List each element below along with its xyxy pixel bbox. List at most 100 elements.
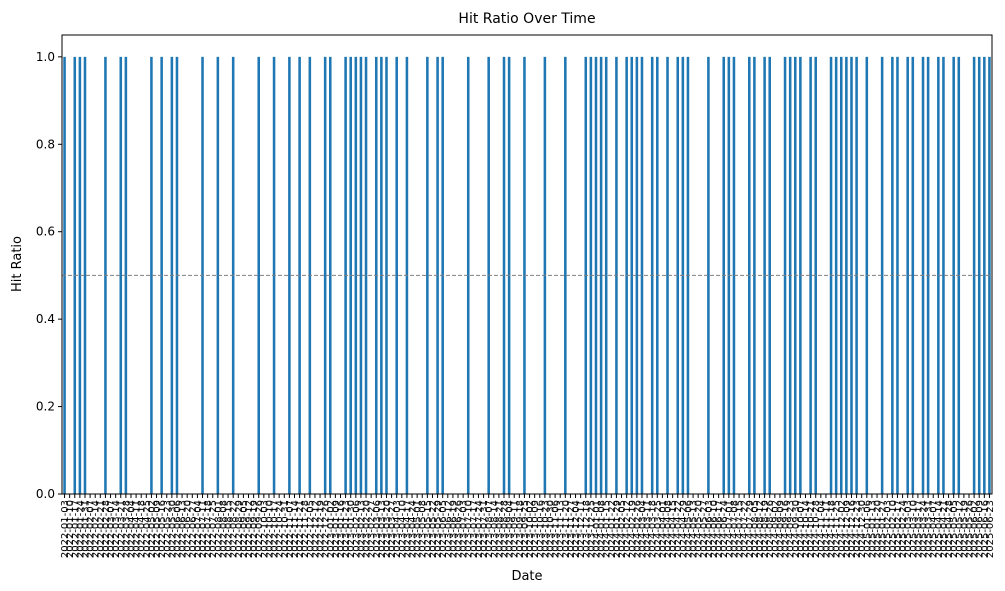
bar: [604, 56, 608, 494]
x-tick-label: 2024-01-22: [607, 500, 618, 558]
x-tick-label: 2022-05-30: [167, 500, 178, 558]
x-tick-label: 2024-09-02: [770, 500, 781, 558]
x-tick-label: 2025-06-09: [975, 500, 986, 558]
bar: [78, 56, 82, 494]
x-tick-label: 2023-12-11: [576, 500, 587, 558]
x-tick-label: 2024-06-17: [714, 500, 725, 558]
x-tick-label: 2022-04-18: [137, 500, 148, 558]
x-tick-label: 2024-10-14: [801, 500, 812, 558]
x-tick-label: 2022-08-01: [213, 500, 224, 558]
x-tick-label: 2023-07-31: [479, 500, 490, 558]
x-tick-label: 2022-12-19: [316, 500, 327, 558]
x-tick-label: 2024-05-20: [694, 500, 705, 558]
x-tick-label: 2023-04-17: [402, 500, 413, 558]
x-tick-label: 2022-01-24: [75, 500, 86, 558]
x-tick-label: 2023-06-26: [454, 500, 465, 558]
x-tick-label: 2024-11-25: [832, 500, 843, 558]
x-tick-label: 2022-02-07: [86, 500, 97, 558]
x-tick-label: 2023-12-04: [571, 500, 582, 558]
x-tick-label: 2022-11-14: [290, 500, 301, 558]
x-tick-label: 2022-04-25: [142, 500, 153, 558]
x-tick-label: 2025-04-21: [939, 500, 950, 558]
x-tick-label: 2024-01-08: [597, 500, 608, 558]
x-tick-label: 2022-12-05: [305, 500, 316, 558]
x-tick-label: 2023-01-30: [346, 500, 357, 558]
x-tick-label: 2024-12-23: [852, 500, 863, 558]
x-tick-label: 2025-02-17: [893, 500, 904, 558]
x-tick-label: 2022-11-07: [285, 500, 296, 558]
x-tick-label: 2025-05-12: [954, 500, 965, 558]
x-tick-label: 2022-02-14: [91, 500, 102, 558]
bar: [707, 56, 710, 494]
x-tick-label: 2024-12-02: [837, 500, 848, 558]
x-tick-label: 2024-04-01: [658, 500, 669, 558]
x-tick-label: 2025-03-10: [908, 500, 919, 558]
x-tick-label: 2023-07-10: [464, 500, 475, 558]
chart-title: Hit Ratio Over Time: [458, 11, 595, 27]
x-tick-label: 2022-01-03: [60, 500, 71, 558]
bar: [359, 56, 363, 494]
x-tick-label: 2024-08-19: [760, 500, 771, 558]
x-tick-label: 2025-01-20: [873, 500, 884, 558]
bar: [906, 56, 909, 494]
x-tick-label: 2023-04-03: [392, 500, 403, 558]
x-tick-label: 2023-09-11: [510, 500, 521, 558]
x-tick-label: 2022-03-14: [111, 500, 122, 558]
x-tick-label: 2022-03-07: [106, 500, 117, 558]
bar: [768, 56, 771, 494]
x-tick-label: 2025-05-05: [949, 500, 960, 558]
x-tick-label: 2023-05-15: [423, 500, 434, 558]
x-tick-label: 2025-04-28: [944, 500, 955, 558]
x-tick-label: 2024-02-19: [627, 500, 638, 558]
x-tick-label: 2024-08-05: [750, 500, 761, 558]
bar: [942, 56, 945, 494]
bar: [502, 56, 506, 494]
x-tick-label: 2022-07-11: [198, 500, 209, 558]
x-tick-label: 2024-08-26: [765, 500, 776, 558]
x-tick-label: 2025-03-03: [903, 500, 914, 558]
x-tick-label: 2024-05-13: [689, 500, 700, 558]
x-tick-label: 2023-08-28: [500, 500, 511, 558]
x-tick-label: 2025-03-24: [919, 500, 930, 558]
x-tick-label: 2022-05-09: [152, 500, 163, 558]
x-tick-label: 2023-05-22: [428, 500, 439, 558]
x-tick-label: 2025-01-13: [867, 500, 878, 558]
x-tick-label: 2024-01-29: [612, 500, 623, 558]
x-tick-label: 2022-05-02: [147, 500, 158, 558]
x-tick-label: 2022-02-28: [101, 500, 112, 558]
x-tick-label: 2024-12-16: [847, 500, 858, 558]
y-axis-label: Hit Ratio: [10, 236, 25, 292]
bar: [599, 56, 603, 494]
x-tick-label: 2022-04-11: [132, 500, 143, 558]
x-tick-label: 2022-09-19: [249, 500, 260, 558]
bar: [364, 56, 368, 494]
bar: [635, 56, 639, 494]
x-tick-label: 2023-11-20: [561, 500, 572, 558]
bar: [845, 56, 848, 494]
y-tick-label: 0.8: [36, 137, 55, 151]
bar: [354, 56, 358, 494]
x-tick-label: 2024-07-29: [745, 500, 756, 558]
x-tick-label: 2024-03-25: [653, 500, 664, 558]
x-tick-label: 2022-09-12: [244, 500, 255, 558]
x-tick-label: 2023-11-27: [566, 500, 577, 558]
x-tick-label: 2023-12-25: [586, 500, 597, 558]
x-tick-label: 2024-10-28: [811, 500, 822, 558]
x-tick-label: 2025-05-26: [965, 500, 976, 558]
x-tick-label: 2024-04-22: [673, 500, 684, 558]
x-tick-label: 2025-05-19: [959, 500, 970, 558]
x-tick-label: 2024-03-11: [643, 500, 654, 558]
x-tick-label: 2022-06-06: [172, 500, 183, 558]
x-tick-label: 2024-06-24: [719, 500, 730, 558]
x-tick-label: 2024-05-27: [699, 500, 710, 558]
x-tick-label: 2022-10-24: [275, 500, 286, 558]
bar: [328, 56, 332, 494]
x-tick-label: 2024-01-01: [591, 500, 602, 558]
x-tick-label: 2023-09-04: [505, 500, 516, 558]
x-tick-label: 2022-07-25: [208, 500, 219, 558]
x-tick-label: 2023-10-09: [530, 500, 541, 558]
plot-frame: [61, 34, 993, 495]
x-tick-label: 2023-05-29: [433, 500, 444, 558]
x-tick-label: 2025-02-03: [883, 500, 894, 558]
